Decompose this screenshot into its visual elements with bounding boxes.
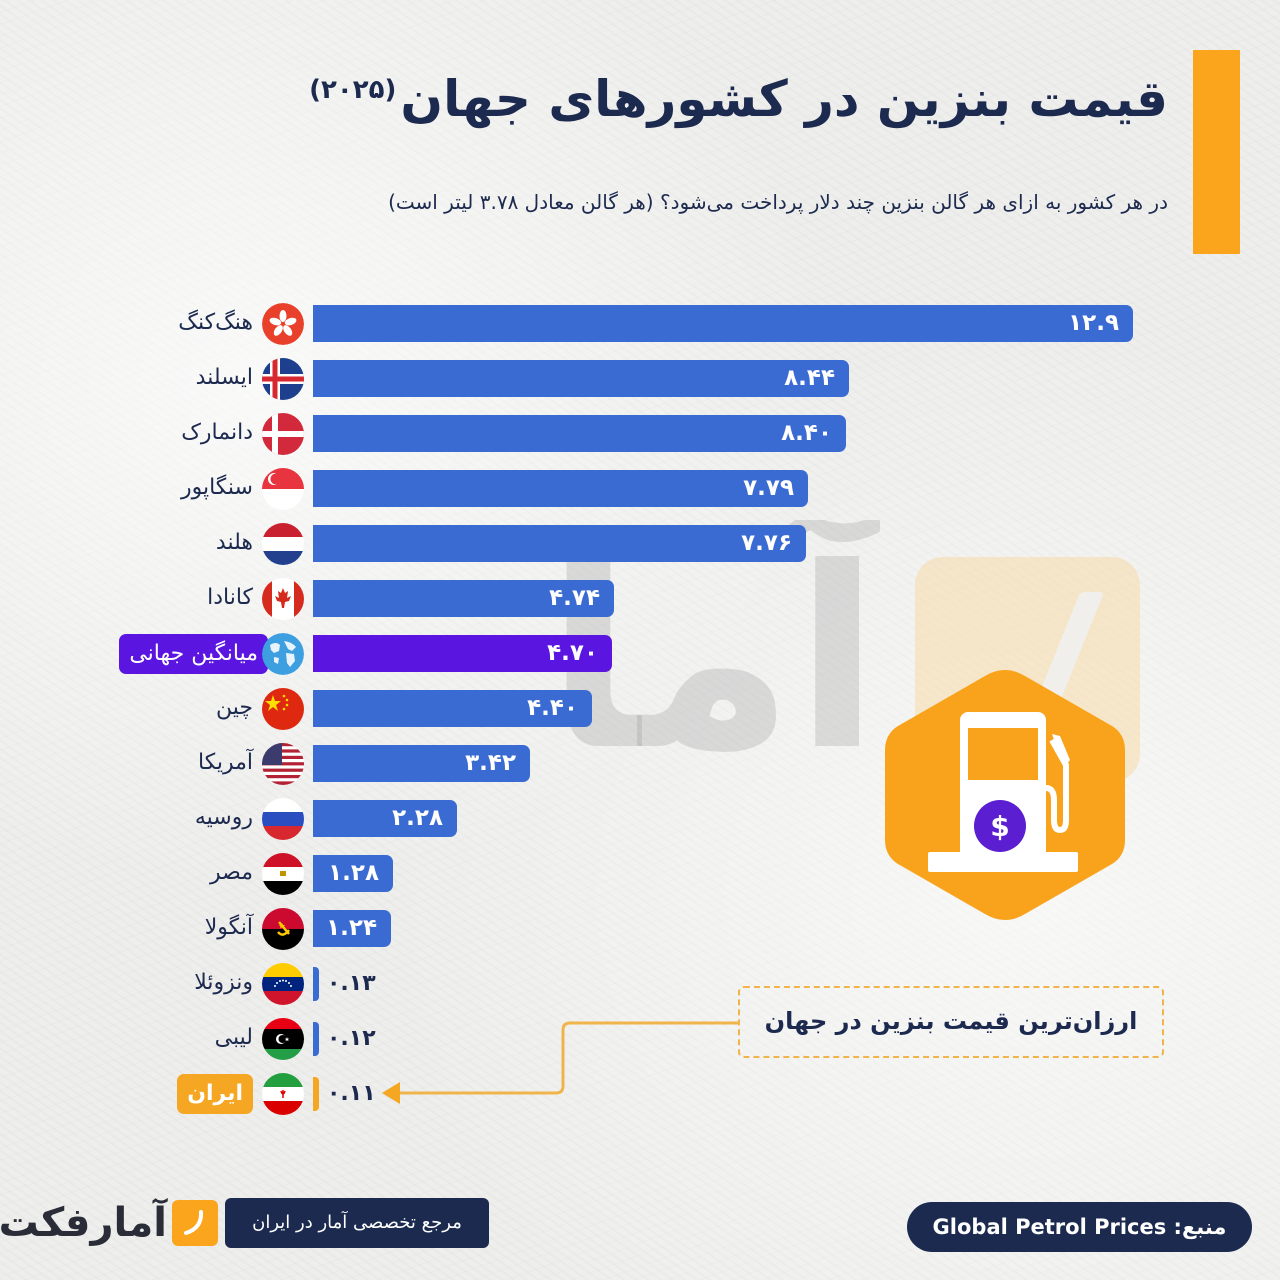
chart-row: کانادا ۴.۷۴ — [0, 578, 1280, 620]
iceland-flag-icon — [262, 358, 304, 400]
globe-icon — [262, 633, 304, 675]
bar-value: ۰.۱۳ — [327, 971, 376, 996]
angola-flag-icon — [262, 908, 304, 950]
bar-value: ۳.۴۲ — [465, 750, 516, 776]
bar-denmark: ۸.۴۰ — [313, 415, 846, 452]
chart-row-world-average: میانگین جهانی ۴.۷۰ — [0, 633, 1280, 675]
bar-value: ۷.۷۶ — [741, 530, 792, 556]
iran-flag-icon — [262, 1073, 304, 1115]
brand-logo-icon — [172, 1200, 218, 1246]
bar-iran — [313, 1077, 319, 1111]
chart-row: هنگ‌کنگ ۱۲.۹ — [0, 303, 1280, 345]
source-label: منبع: Global Petrol Prices — [907, 1202, 1252, 1252]
chart-row: چین ۴.۴۰ — [0, 688, 1280, 730]
bar-iceland: ۸.۴۴ — [313, 360, 849, 397]
chart-row: هلند ۷.۷۶ — [0, 523, 1280, 565]
bar-value: ۲.۲۸ — [392, 805, 443, 831]
netherlands-flag-icon — [262, 523, 304, 565]
row-label: مصر — [209, 860, 253, 885]
row-label: روسیه — [194, 805, 253, 830]
row-label: آمریکا — [197, 750, 253, 775]
bar-value: ۴.۷۰ — [547, 640, 598, 666]
bar-netherlands: ۷.۷۶ — [313, 525, 806, 562]
brand-logo-text: آمارفکت — [0, 1200, 169, 1246]
bar-value: ۰.۱۱ — [327, 1081, 376, 1106]
bar-value: ۱.۲۴ — [326, 915, 377, 941]
singapore-flag-icon — [262, 468, 304, 510]
title-text: قیمت بنزین در کشورهای جهان — [400, 70, 1169, 128]
title-year: (۲۰۲۵) — [309, 75, 397, 105]
row-label: دانمارک — [181, 420, 253, 445]
bar-value: ۰.۱۲ — [327, 1026, 376, 1051]
libya-flag-icon — [262, 1018, 304, 1060]
row-label: سنگاپور — [180, 475, 253, 500]
usa-flag-icon — [262, 743, 304, 785]
canada-flag-icon — [262, 578, 304, 620]
page-title: قیمت بنزین در کشورهای جهان(۲۰۲۵) — [309, 70, 1169, 128]
page-subtitle: در هر کشور به ازای هر گالن بنزین چند دلا… — [388, 190, 1168, 214]
bar-canada: ۴.۷۴ — [313, 580, 614, 617]
iran-label: ایران — [177, 1074, 253, 1114]
bar-singapore: ۷.۷۹ — [313, 470, 808, 507]
watermark-logo-text: آمار — [560, 520, 880, 800]
egypt-flag-icon — [262, 853, 304, 895]
chart-row: آمریکا ۳.۴۲ — [0, 743, 1280, 785]
svg-text:$: $ — [990, 810, 1009, 843]
row-label: کانادا — [207, 585, 253, 610]
denmark-flag-icon — [262, 413, 304, 455]
row-label: آنگولا — [204, 915, 253, 940]
chart-row: دانمارک ۸.۴۰ — [0, 413, 1280, 455]
cheapest-callout: ارزان‌ترین قیمت بنزین در جهان — [738, 986, 1164, 1058]
row-label: ونزوئلا — [194, 970, 253, 995]
chart-row: آنگولا ۱.۲۴ — [0, 908, 1280, 950]
china-flag-icon — [262, 688, 304, 730]
bar-russia: ۲.۲۸ — [313, 800, 457, 837]
gas-pump-icon: $ — [885, 670, 1125, 920]
bar-angola: ۱.۲۴ — [313, 910, 391, 947]
chart-row: ونزوئلا ۰.۱۳ — [0, 963, 1280, 1005]
bar-egypt: ۱.۲۸ — [313, 855, 393, 892]
bar-value: ۷.۷۹ — [743, 475, 794, 501]
chart-row: سنگاپور ۷.۷۹ — [0, 468, 1280, 510]
chart-row: لیبی ۰.۱۲ — [0, 1018, 1280, 1060]
bar-venezuela — [313, 967, 319, 1001]
bar-usa: ۳.۴۲ — [313, 745, 530, 782]
bar-china: ۴.۴۰ — [313, 690, 592, 727]
bar-value: ۴.۴۰ — [527, 695, 578, 721]
venezuela-flag-icon — [262, 963, 304, 1005]
chart-row-iran: ایران ۰.۱۱ — [0, 1073, 1280, 1115]
world-average-label: میانگین جهانی — [119, 634, 268, 674]
bar-value: ۴.۷۴ — [549, 585, 600, 611]
bar-value: ۸.۴۰ — [781, 420, 832, 446]
row-label: چین — [216, 695, 253, 720]
bar-hong-kong: ۱۲.۹ — [313, 305, 1133, 342]
bar-value: ۱.۲۸ — [328, 860, 379, 886]
hong-kong-flag-icon — [262, 303, 304, 345]
bar-value: ۸.۴۴ — [784, 365, 835, 391]
brand-tagline: مرجع تخصصی آمار در ایران — [225, 1198, 489, 1248]
bar-value: ۱۲.۹ — [1068, 310, 1119, 336]
chart-row: روسیه ۲.۲۸ — [0, 798, 1280, 840]
row-label: هلند — [215, 530, 253, 555]
bar-libya — [313, 1022, 319, 1056]
bar-world-average: ۴.۷۰ — [313, 635, 612, 672]
row-label: لیبی — [214, 1025, 253, 1050]
russia-flag-icon — [262, 798, 304, 840]
callout-arrow-icon — [382, 1021, 738, 1104]
row-label: ایسلند — [195, 365, 253, 390]
header-accent-bar — [1193, 50, 1240, 254]
chart-row: ایسلند ۸.۴۴ — [0, 358, 1280, 400]
chart-row: مصر ۱.۲۸ — [0, 853, 1280, 895]
row-label: هنگ‌کنگ — [178, 310, 253, 335]
